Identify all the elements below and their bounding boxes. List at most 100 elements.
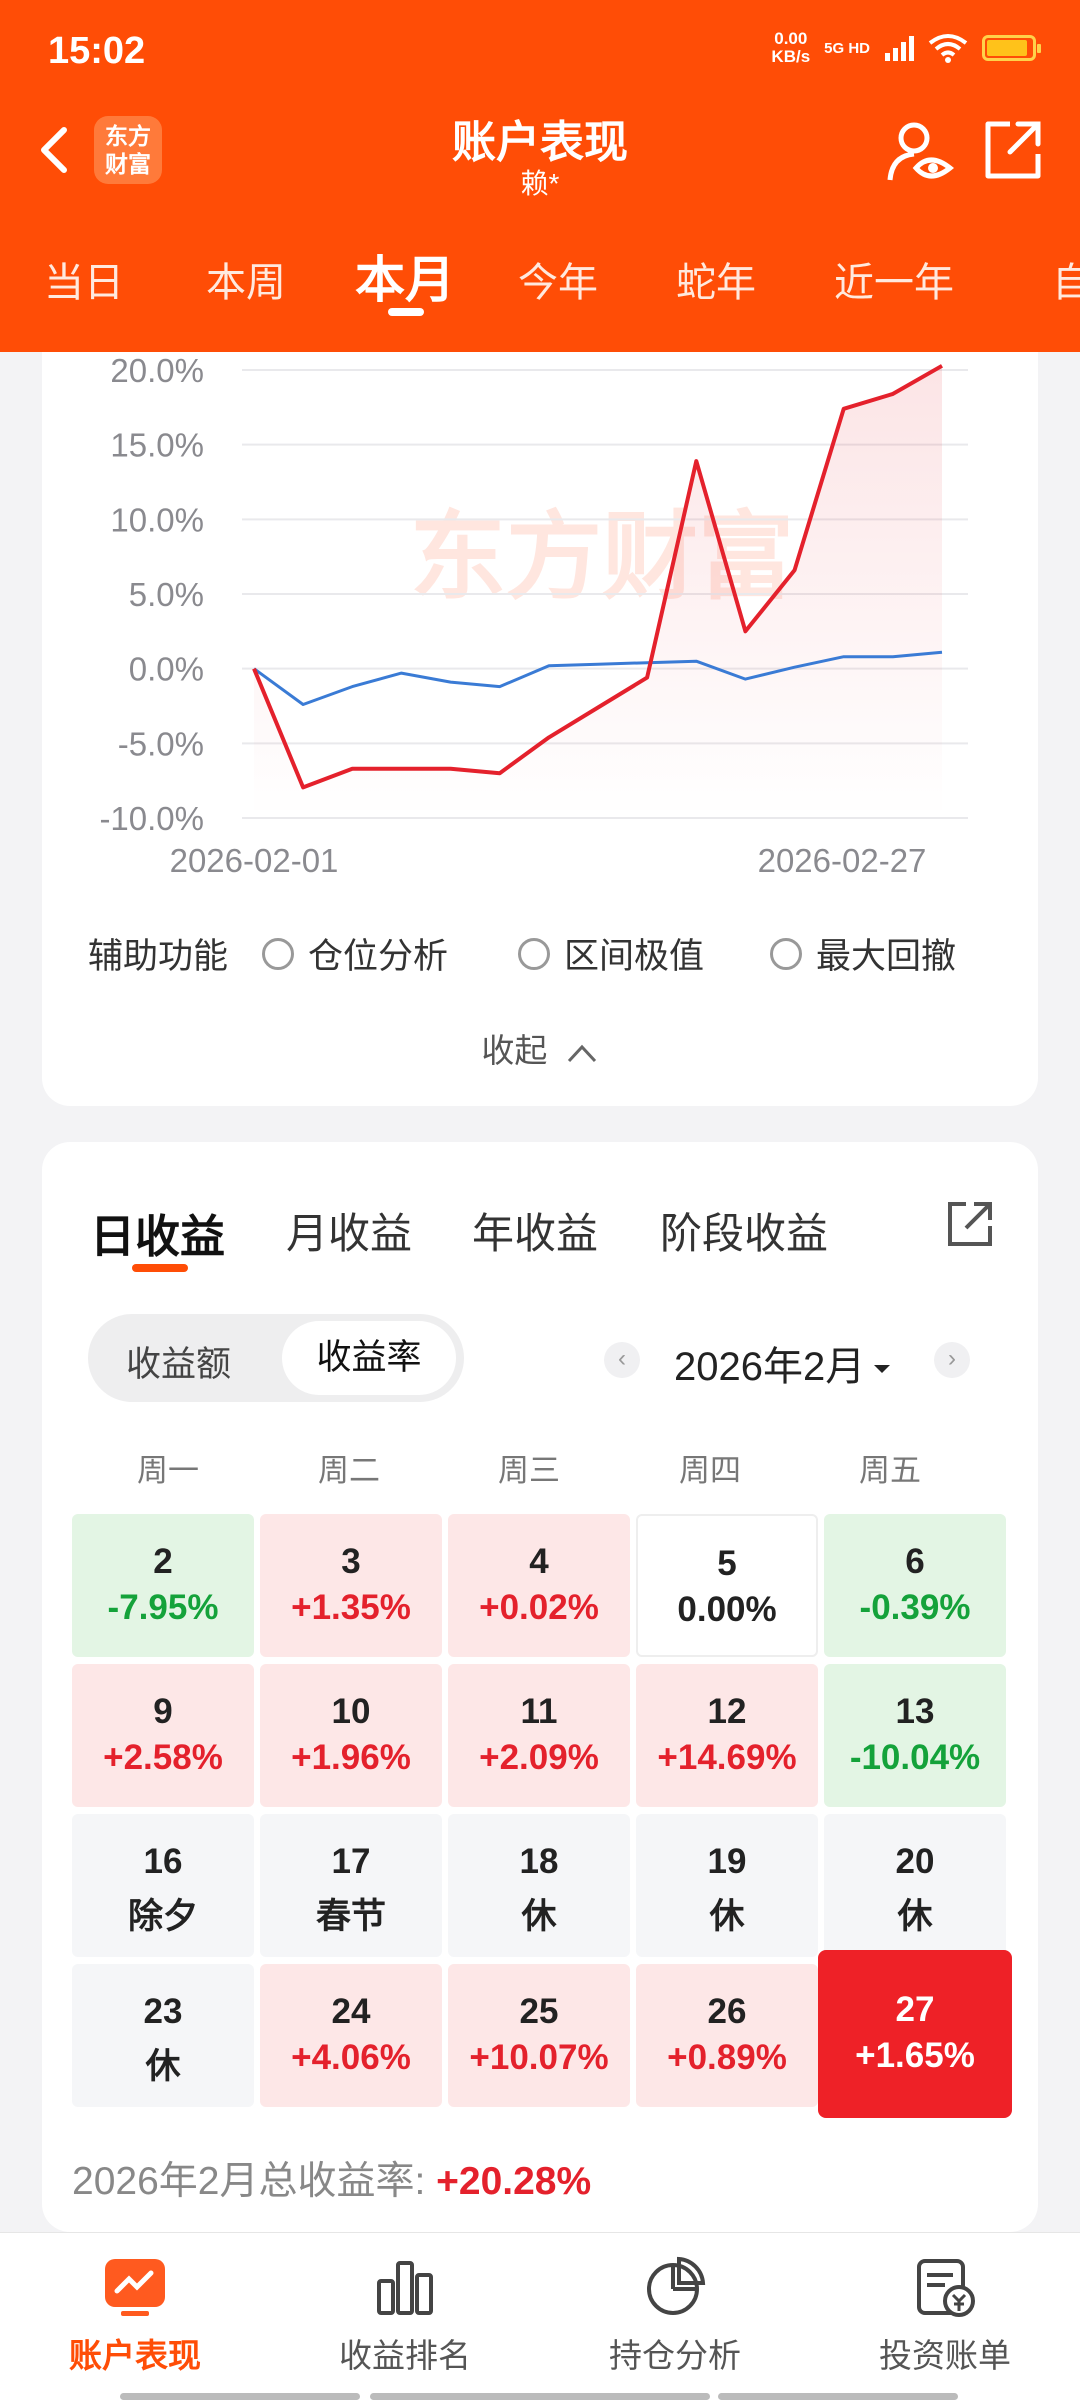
weekday-label: 周四 — [679, 1453, 741, 1488]
tab-week[interactable]: 本周 — [206, 261, 286, 305]
month-selector[interactable]: 2026年2月 — [674, 1334, 893, 1392]
day-return: 除夕 — [127, 1897, 198, 1936]
tab-last-year[interactable]: 近一年 — [834, 261, 954, 305]
profit-tab-indicator — [132, 1264, 188, 1272]
calendar-day[interactable]: 9 +2.58% — [72, 1664, 254, 1807]
net-speed-unit: KB/s — [771, 47, 811, 66]
aux-functions: 辅助功能 — [88, 928, 228, 979]
export-icon[interactable] — [944, 1196, 994, 1250]
day-return: 休 — [897, 1897, 933, 1936]
calendar-day[interactable]: 24 +4.06% — [260, 1964, 442, 2107]
tab-yearly-profit[interactable]: 年收益 — [472, 1210, 599, 1257]
tab-today[interactable]: 当日 — [44, 261, 124, 305]
calendar-day[interactable]: 5 0.00% — [636, 1514, 818, 1657]
aux-position-analysis[interactable]: 仓位分析 — [262, 928, 448, 979]
calendar-day[interactable]: 26 +0.89% — [636, 1964, 818, 2107]
aux-option-label: 区间极值 — [564, 937, 705, 976]
day-number: 6 — [905, 1542, 925, 1581]
collapse-button[interactable]: 收起 — [0, 1024, 1080, 1072]
calendar-day[interactable]: 11 +2.09% — [448, 1664, 630, 1807]
nav-profit-ranking[interactable]: 收益排名 — [295, 2255, 515, 2377]
month-total-value: +20.28% — [436, 2160, 592, 2203]
month-total-label: 2026年2月总收益率: — [72, 2160, 437, 2203]
tab-snake-year[interactable]: 蛇年 — [676, 261, 756, 305]
y-tick-label: 20.0% — [110, 352, 204, 389]
status-icons: 0.00 KB/s 5G HD — [771, 29, 1041, 66]
day-return: 休 — [709, 1897, 745, 1936]
calendar-day[interactable]: 25 +10.07% — [448, 1964, 630, 2107]
calendar-day[interactable]: 13 -10.04% — [824, 1664, 1006, 1807]
net-speed-value: 0.00 — [774, 29, 808, 48]
user-view-icon[interactable] — [884, 116, 956, 188]
day-number: 27 — [895, 1990, 935, 2029]
calendar-day[interactable]: 6 -0.39% — [824, 1514, 1006, 1657]
calendar-day[interactable]: 10 +1.96% — [260, 1664, 442, 1807]
toggle-amount[interactable]: 收益额 — [126, 1345, 232, 1384]
weekday-label: 周二 — [318, 1453, 380, 1488]
pie-chart-icon — [647, 2256, 706, 2315]
aux-label: 辅助功能 — [88, 937, 229, 976]
day-number: 17 — [331, 1842, 371, 1881]
y-tick-label: 5.0% — [129, 576, 204, 613]
weekday-label: 周五 — [859, 1453, 921, 1488]
nav-holdings-analysis[interactable]: 持仓分析 — [565, 2255, 785, 2377]
day-number: 18 — [519, 1842, 559, 1881]
radio-icon[interactable] — [262, 937, 294, 970]
x-tick-label: 2026-02-01 — [170, 842, 339, 879]
account-name: 赖* — [520, 168, 560, 199]
day-number: 20 — [895, 1842, 935, 1881]
day-return: +10.07% — [469, 2038, 609, 2077]
calendar-day[interactable]: 16 除夕 — [72, 1814, 254, 1957]
calendar-day[interactable]: 20 休 — [824, 1814, 1006, 1957]
tab-custom[interactable]: 自 — [1052, 261, 1080, 305]
next-month-icon[interactable]: › — [934, 1342, 970, 1378]
aux-range-extreme[interactable]: 区间极值 — [518, 928, 704, 979]
calendar-day[interactable]: 4 +0.02% — [448, 1514, 630, 1657]
tab-year[interactable]: 今年 — [518, 261, 598, 305]
y-tick-label: 10.0% — [110, 501, 204, 538]
chevron-up-icon — [567, 1045, 596, 1063]
performance-chart[interactable]: 东方财富20.0%15.0%10.0%5.0%0.0%-5.0%-10.0%20… — [42, 352, 1038, 912]
bill-icon — [917, 2259, 975, 2317]
period-tabs: 当日 本周 本月 今年 蛇年 近一年 自 — [0, 230, 1080, 330]
calendar-day[interactable]: 27 +1.65% — [818, 1950, 1012, 2118]
tab-stage-profit[interactable]: 阶段收益 — [660, 1210, 829, 1257]
status-time: 15:02 — [48, 30, 146, 72]
day-return: +0.89% — [667, 2038, 787, 2077]
day-return: +0.02% — [479, 1588, 599, 1627]
signal-bars-icon — [885, 36, 914, 61]
signal-label: 5G HD — [824, 39, 870, 57]
month-total: 2026年2月总收益率: +20.28% — [72, 2150, 591, 2206]
back-arrow-icon[interactable] — [30, 120, 80, 180]
calendar-day[interactable]: 19 休 — [636, 1814, 818, 1957]
calendar-day[interactable]: 3 +1.35% — [260, 1514, 442, 1657]
calendar-day[interactable]: 12 +14.69% — [636, 1664, 818, 1807]
aux-max-drawdown[interactable]: 最大回撤 — [770, 928, 956, 979]
day-return: +2.58% — [103, 1738, 223, 1777]
y-tick-label: 0.0% — [129, 651, 204, 688]
tab-month[interactable]: 本月 — [355, 252, 455, 308]
day-number: 5 — [717, 1544, 737, 1583]
tab-daily-profit[interactable]: 日收益 — [90, 1211, 226, 1262]
share-icon[interactable] — [980, 118, 1046, 184]
day-return: 0.00% — [677, 1590, 777, 1629]
calendar-day[interactable]: 23 休 — [72, 1964, 254, 2107]
prev-month-icon[interactable]: ‹ — [604, 1342, 640, 1378]
nav-label: 持仓分析 — [609, 2337, 741, 2374]
day-return: -10.04% — [849, 1738, 981, 1777]
nav-account-performance[interactable]: 账户表现 — [25, 2255, 245, 2377]
day-number: 16 — [143, 1842, 183, 1881]
toggle-rate[interactable]: 收益率 — [282, 1321, 456, 1395]
nav-investment-bill[interactable]: 投资账单 — [835, 2255, 1055, 2377]
calendar-day[interactable]: 2 -7.95% — [72, 1514, 254, 1657]
nav-label: 投资账单 — [879, 2337, 1011, 2374]
tab-monthly-profit[interactable]: 月收益 — [286, 1210, 413, 1257]
day-number: 19 — [707, 1842, 747, 1881]
day-number: 24 — [331, 1992, 371, 2031]
radio-icon[interactable] — [518, 937, 550, 970]
calendar-day[interactable]: 18 休 — [448, 1814, 630, 1957]
aux-option-label: 最大回撤 — [816, 937, 957, 976]
calendar-day[interactable]: 17 春节 — [260, 1814, 442, 1957]
caret-down-icon — [874, 1365, 891, 1374]
radio-icon[interactable] — [770, 937, 802, 970]
